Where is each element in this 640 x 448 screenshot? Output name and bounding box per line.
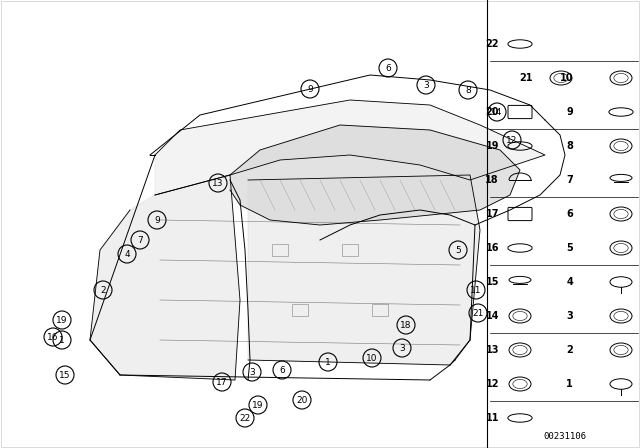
Text: 7: 7	[566, 175, 573, 185]
Text: 13: 13	[486, 345, 499, 355]
Text: 8: 8	[465, 86, 471, 95]
Text: 21: 21	[472, 309, 484, 318]
Polygon shape	[155, 100, 545, 195]
Text: 10: 10	[366, 353, 378, 362]
Bar	[372, 304, 388, 316]
Text: 9: 9	[154, 215, 160, 224]
Text: 5: 5	[455, 246, 461, 254]
Text: 3: 3	[249, 367, 255, 376]
Text: 11: 11	[470, 285, 482, 294]
Text: 6: 6	[279, 366, 285, 375]
Text: 14: 14	[486, 311, 499, 321]
Polygon shape	[230, 125, 520, 225]
Text: 19: 19	[56, 315, 68, 324]
Text: 3: 3	[423, 81, 429, 90]
Text: 1: 1	[325, 358, 331, 366]
Text: 3: 3	[566, 311, 573, 321]
Text: 19: 19	[252, 401, 264, 409]
Text: 9: 9	[566, 107, 573, 117]
Text: 8: 8	[566, 141, 573, 151]
Text: 1: 1	[59, 336, 65, 345]
Text: 14: 14	[492, 108, 502, 116]
Text: 22: 22	[486, 39, 499, 49]
Text: 18: 18	[485, 175, 499, 185]
Text: 2: 2	[100, 285, 106, 294]
Text: 4: 4	[124, 250, 130, 258]
Text: 16: 16	[47, 332, 59, 341]
Text: 12: 12	[486, 379, 499, 389]
Text: 9: 9	[307, 85, 313, 94]
Polygon shape	[248, 175, 480, 365]
Text: 3: 3	[399, 344, 405, 353]
Text: 7: 7	[137, 236, 143, 245]
Text: 15: 15	[60, 370, 71, 379]
Text: 12: 12	[506, 135, 518, 145]
Text: 15: 15	[486, 277, 499, 287]
Text: 11: 11	[486, 413, 499, 423]
Text: 10: 10	[559, 73, 573, 83]
Text: 1: 1	[566, 379, 573, 389]
Text: 5: 5	[566, 243, 573, 253]
Text: 13: 13	[212, 178, 224, 188]
Text: 21: 21	[520, 73, 533, 83]
Text: 6: 6	[566, 209, 573, 219]
Polygon shape	[90, 175, 240, 380]
Text: 00231106: 00231106	[543, 431, 586, 440]
Text: 17: 17	[216, 378, 228, 387]
Text: 22: 22	[239, 414, 251, 422]
Text: 20: 20	[486, 107, 499, 117]
Bar	[272, 244, 288, 256]
Text: 4: 4	[566, 277, 573, 287]
Text: 17: 17	[486, 209, 499, 219]
Text: 16: 16	[486, 243, 499, 253]
Text: 2: 2	[566, 345, 573, 355]
Text: 19: 19	[486, 141, 499, 151]
Bar	[292, 304, 308, 316]
Text: 20: 20	[296, 396, 308, 405]
Text: 18: 18	[400, 320, 412, 329]
Text: 6: 6	[385, 64, 391, 73]
Bar	[342, 244, 358, 256]
